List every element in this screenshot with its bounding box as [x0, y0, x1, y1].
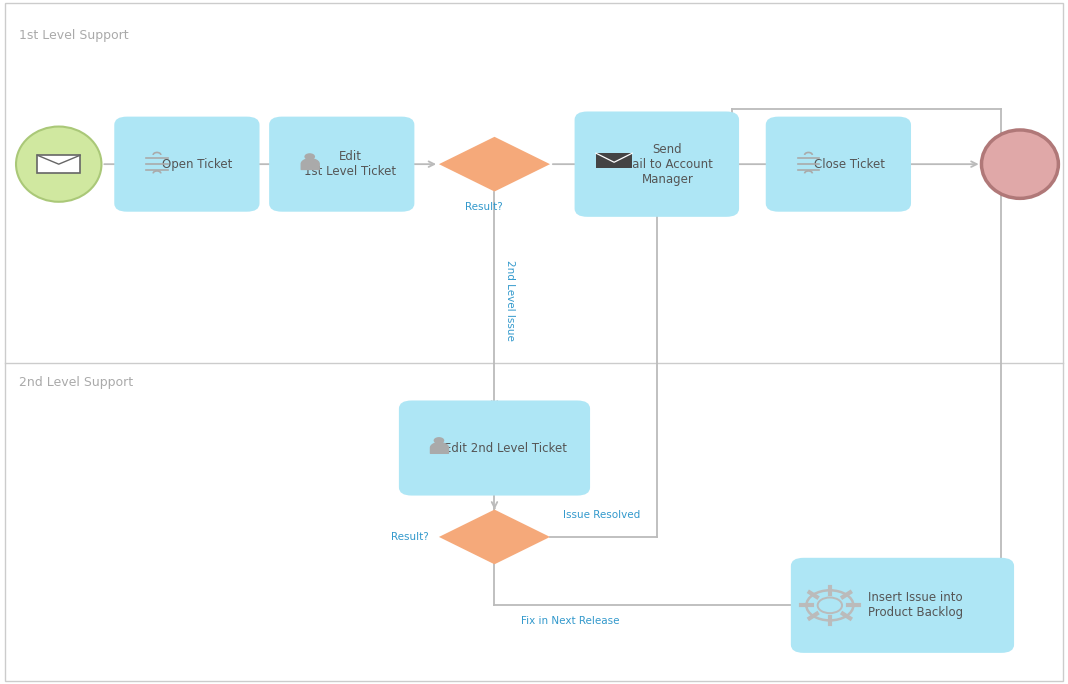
Text: 2nd Level Issue: 2nd Level Issue: [505, 260, 515, 341]
Text: Fix in Next Release: Fix in Next Release: [521, 616, 619, 626]
FancyBboxPatch shape: [399, 401, 590, 495]
FancyBboxPatch shape: [790, 558, 1014, 653]
FancyBboxPatch shape: [269, 116, 414, 212]
Ellipse shape: [16, 127, 101, 202]
Polygon shape: [439, 510, 550, 564]
Text: Insert Issue into
Product Backlog: Insert Issue into Product Backlog: [867, 592, 963, 619]
FancyBboxPatch shape: [766, 116, 911, 212]
Text: Close Ticket: Close Ticket: [814, 157, 884, 171]
Circle shape: [304, 153, 315, 160]
Circle shape: [434, 437, 444, 444]
Bar: [596, 153, 632, 168]
Text: Open Ticket: Open Ticket: [162, 157, 233, 171]
Text: 2nd Level Support: 2nd Level Support: [19, 376, 134, 389]
FancyBboxPatch shape: [114, 116, 260, 212]
Text: Send
Mail to Account
Manager: Send Mail to Account Manager: [622, 143, 713, 185]
Text: 1st Level Support: 1st Level Support: [19, 29, 129, 42]
Text: Edit 2nd Level Ticket: Edit 2nd Level Ticket: [443, 441, 567, 455]
Text: Issue Resolved: Issue Resolved: [563, 510, 640, 520]
Ellipse shape: [981, 130, 1058, 198]
Text: Result?: Result?: [465, 202, 503, 212]
Polygon shape: [439, 137, 550, 192]
FancyBboxPatch shape: [575, 111, 739, 217]
Text: Edit
1st Level Ticket: Edit 1st Level Ticket: [304, 150, 396, 178]
Text: Result?: Result?: [391, 532, 428, 542]
Bar: [37, 155, 80, 173]
